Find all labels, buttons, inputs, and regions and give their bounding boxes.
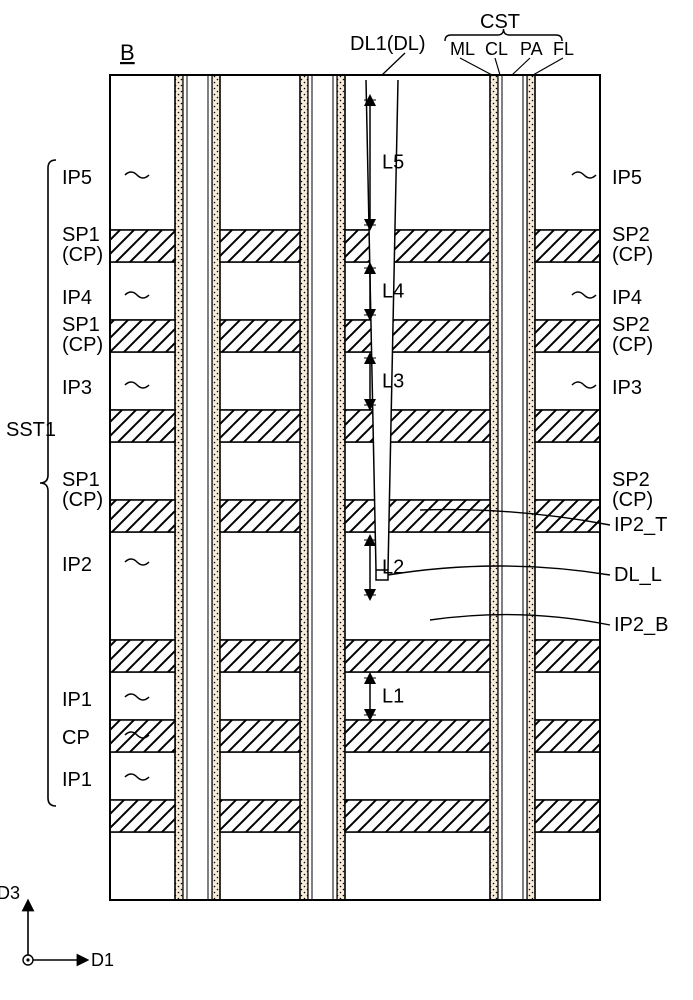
svg-text:IP5: IP5	[612, 167, 642, 189]
svg-text:IP1: IP1	[62, 769, 92, 791]
svg-text:IP5: IP5	[62, 167, 92, 189]
svg-text:DL_L: DL_L	[614, 564, 662, 586]
svg-text:L2: L2	[382, 557, 404, 579]
svg-text:IP1: IP1	[62, 689, 92, 711]
svg-text:SP2: SP2	[612, 314, 650, 336]
svg-text:PA: PA	[520, 39, 543, 59]
svg-text:IP4: IP4	[62, 287, 92, 309]
svg-text:CST: CST	[480, 11, 520, 33]
svg-text:IP3: IP3	[62, 377, 92, 399]
svg-text:B: B	[120, 40, 135, 65]
diagram-svg: L5L4L3L2L1IP5SP1(CP)IP4SP1(CP)IP3SP1(CP)…	[0, 0, 693, 1000]
svg-text:L5: L5	[382, 152, 404, 174]
svg-text:SST1: SST1	[6, 419, 56, 441]
svg-text:IP2_B: IP2_B	[614, 614, 668, 636]
svg-text:(CP): (CP)	[62, 489, 103, 511]
svg-text:L3: L3	[382, 371, 404, 393]
svg-text:(CP): (CP)	[612, 489, 653, 511]
svg-text:L4: L4	[382, 281, 404, 303]
svg-text:SP1: SP1	[62, 469, 100, 491]
svg-text:IP3: IP3	[612, 377, 642, 399]
svg-text:(CP): (CP)	[62, 244, 103, 266]
svg-text:SP1: SP1	[62, 224, 100, 246]
svg-text:SP1: SP1	[62, 314, 100, 336]
svg-text:D3: D3	[0, 883, 20, 903]
svg-text:SP2: SP2	[612, 469, 650, 491]
svg-text:IP4: IP4	[612, 287, 642, 309]
svg-text:(CP): (CP)	[612, 334, 653, 356]
svg-text:SP2: SP2	[612, 224, 650, 246]
svg-text:(CP): (CP)	[612, 244, 653, 266]
diagram-container: L5L4L3L2L1IP5SP1(CP)IP4SP1(CP)IP3SP1(CP)…	[0, 0, 693, 1000]
svg-text:L1: L1	[382, 686, 404, 708]
svg-text:(CP): (CP)	[62, 334, 103, 356]
svg-text:CL: CL	[485, 39, 508, 59]
svg-text:D1: D1	[91, 950, 114, 970]
svg-text:CP: CP	[62, 727, 90, 749]
svg-text:DL1(DL): DL1(DL)	[350, 33, 426, 55]
svg-text:FL: FL	[553, 39, 574, 59]
svg-text:ML: ML	[450, 39, 475, 59]
svg-text:IP2_T: IP2_T	[614, 514, 667, 536]
svg-text:IP2: IP2	[62, 554, 92, 576]
